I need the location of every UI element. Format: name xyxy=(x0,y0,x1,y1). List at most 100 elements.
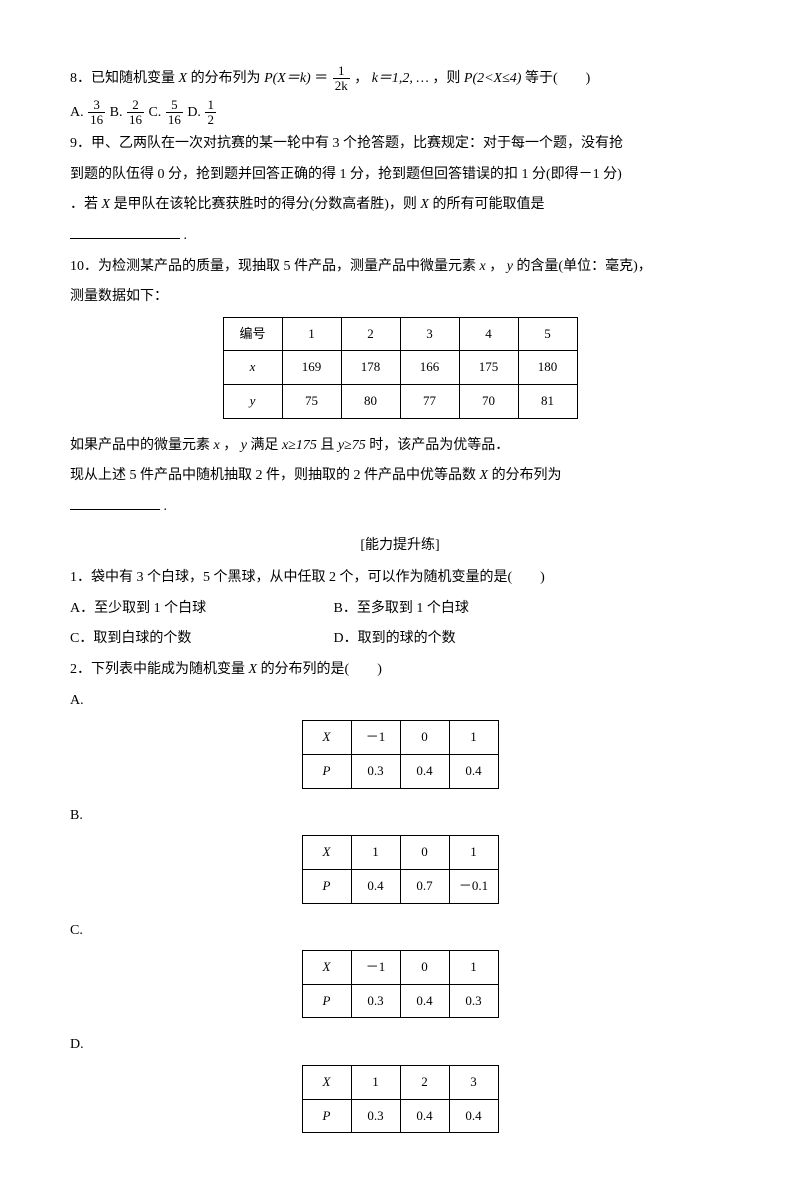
q9-line2: 到题的队伍得 0 分，抢到题并回答正确的得 1 分，抢到题但回答错误的扣 1 分… xyxy=(70,162,730,189)
q8-optB-label: B. xyxy=(110,105,123,120)
cell-label: y xyxy=(223,385,282,419)
q10-table: 编号 1 2 3 4 5 x 169 178 166 175 180 y 75 … xyxy=(223,317,578,419)
cell-header: 1 xyxy=(282,317,341,351)
q10-l1b: ， xyxy=(489,259,503,274)
q10-line4: 现从上述 5 件产品中随机抽取 2 件，则抽取的 2 件产品中优等品数 X 的分… xyxy=(70,463,730,490)
q10-l3e: 时，该产品为优等品． xyxy=(369,438,509,453)
cell: 175 xyxy=(459,351,518,385)
cell: 3 xyxy=(449,1066,498,1100)
cell-header: 编号 xyxy=(223,317,282,351)
table-row: P 0.3 0.4 0.4 xyxy=(302,754,498,788)
table-row: P 0.3 0.4 0.3 xyxy=(302,984,498,1018)
cell-label: P xyxy=(302,1099,351,1133)
q8-text: 8．已知随机变量 xyxy=(70,71,179,86)
q8-frac: 1 2k xyxy=(333,64,350,94)
s2-labelD: D. xyxy=(70,1032,730,1059)
q9-period: . xyxy=(184,228,188,243)
cell: 0 xyxy=(400,951,449,985)
q10-l1y: y xyxy=(507,259,513,274)
cell-header: 4 xyxy=(459,317,518,351)
q10-l1c: 的含量(单位：毫克)， xyxy=(516,259,651,274)
cell: 1 xyxy=(351,836,400,870)
q8-optC-label: C. xyxy=(148,105,161,120)
cell: 1 xyxy=(351,1066,400,1100)
cell-label: P xyxy=(302,754,351,788)
q10-l1x: x xyxy=(480,259,486,274)
q10-l4b: 的分布列为 xyxy=(492,468,562,483)
q10-l3cond1: x≥175 xyxy=(282,438,317,453)
q10-l3cond2: y≥75 xyxy=(338,438,366,453)
q8-text2: 的分布列为 xyxy=(191,71,265,86)
cell: 0.4 xyxy=(400,1099,449,1133)
q8-optB-frac: 216 xyxy=(127,98,144,128)
cell: 1 xyxy=(449,721,498,755)
q8-text5: 等于( ) xyxy=(525,71,590,86)
cell: 81 xyxy=(518,385,577,419)
cell: 77 xyxy=(400,385,459,419)
q8-optD-label: D. xyxy=(187,105,201,120)
cell: －1 xyxy=(351,951,400,985)
table-row: X －1 0 1 xyxy=(302,721,498,755)
q8-cond: P(2<X≤4) xyxy=(464,71,522,86)
q10-blank-line: . xyxy=(70,494,730,521)
cell: 80 xyxy=(341,385,400,419)
q10-l3c: 满足 xyxy=(250,438,282,453)
cell: 0.4 xyxy=(400,984,449,1018)
cell: 0.3 xyxy=(351,1099,400,1133)
q10-line2: 测量数据如下： xyxy=(70,284,730,311)
q8-text3: ， xyxy=(354,71,368,86)
cell: 0.4 xyxy=(351,869,400,903)
cell: －0.1 xyxy=(449,869,498,903)
cell-label: X xyxy=(302,1066,351,1100)
q8-optD-frac: 12 xyxy=(205,98,216,128)
cell-label: P xyxy=(302,984,351,1018)
cell-label: P xyxy=(302,869,351,903)
cell: 166 xyxy=(400,351,459,385)
s2-tableD: X 1 2 3 P 0.3 0.4 0.4 xyxy=(302,1065,499,1133)
s1-optB: B．至多取到 1 个白球 xyxy=(334,596,469,623)
cell: 0.4 xyxy=(449,1099,498,1133)
table-row: X 1 0 1 xyxy=(302,836,498,870)
cell-header: 2 xyxy=(341,317,400,351)
q8-optA-label: A. xyxy=(70,105,84,120)
q8-kvals: k＝1,2, … xyxy=(372,71,429,86)
cell: 178 xyxy=(341,351,400,385)
s2-b: 的分布列的是( ) xyxy=(261,662,382,677)
q10-l4a: 现从上述 5 件产品中随机抽取 2 件，则抽取的 2 件产品中优等品数 xyxy=(70,468,480,483)
cell: 180 xyxy=(518,351,577,385)
cell-header: 3 xyxy=(400,317,459,351)
cell: 0.3 xyxy=(449,984,498,1018)
q10-l3b: ， xyxy=(223,438,237,453)
cell: 0.7 xyxy=(400,869,449,903)
q10-l1a: 10．为检测某产品的质量，现抽取 5 件产品，测量产品中微量元素 xyxy=(70,259,480,274)
q9-line1: 9．甲、乙两队在一次对抗赛的某一轮中有 3 个抢答题，比赛规定：对于每一个题，没… xyxy=(70,131,730,158)
cell: 0.4 xyxy=(449,754,498,788)
q9-l3b: 是甲队在该轮比赛获胜时的得分(分数高者胜)，则 xyxy=(114,197,421,212)
s2-stem: 2．下列表中能成为随机变量 X 的分布列的是( ) xyxy=(70,657,730,684)
table-row: x 169 178 166 175 180 xyxy=(223,351,577,385)
s1-optD: D．取到的球的个数 xyxy=(334,626,456,653)
q8-stem: 8．已知随机变量 X 的分布列为 P(X＝k) ＝ 1 2k ， k＝1,2, … xyxy=(70,64,730,94)
section-title: [能力提升练] xyxy=(70,533,730,560)
q10-blank xyxy=(70,495,160,510)
q10-line1: 10．为检测某产品的质量，现抽取 5 件产品，测量产品中微量元素 x ， y 的… xyxy=(70,254,730,281)
table-row: 编号 1 2 3 4 5 xyxy=(223,317,577,351)
s2-labelA: A. xyxy=(70,688,730,715)
q8-options: A. 316 B. 216 C. 516 D. 12 xyxy=(70,98,730,128)
cell-label: X xyxy=(302,721,351,755)
cell: 0.3 xyxy=(351,754,400,788)
q9-blank-line: . xyxy=(70,223,730,250)
cell: 1 xyxy=(449,951,498,985)
table-row: X 1 2 3 xyxy=(302,1066,498,1100)
s2-a: 2．下列表中能成为随机变量 xyxy=(70,662,249,677)
s1-stem: 1．袋中有 3 个白球，5 个黑球，从中任取 2 个，可以作为随机变量的是( ) xyxy=(70,565,730,592)
s2-labelB: B. xyxy=(70,803,730,830)
q10-l4var: X xyxy=(480,468,489,483)
q8-text4: ，则 xyxy=(432,71,464,86)
cell: 0 xyxy=(400,721,449,755)
cell: 70 xyxy=(459,385,518,419)
q9-l3c: 的所有可能取值是 xyxy=(432,197,544,212)
q9-l3var2: X xyxy=(420,197,429,212)
q10-l3d: 且 xyxy=(320,438,338,453)
table-row: y 75 80 77 70 81 xyxy=(223,385,577,419)
